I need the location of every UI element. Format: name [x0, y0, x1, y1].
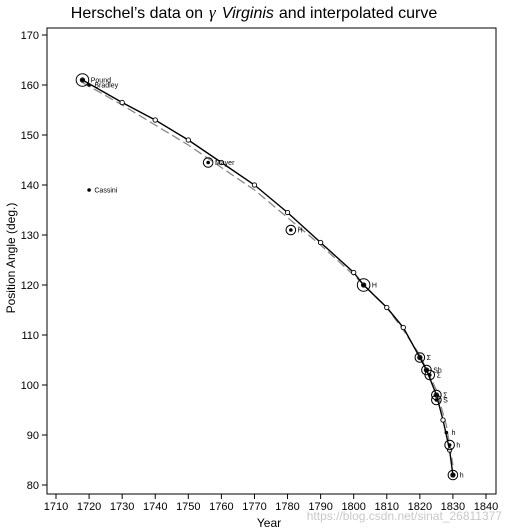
curve-marker	[218, 159, 225, 166]
curve-marker	[400, 324, 406, 331]
x-tick-label: 1770	[242, 501, 266, 513]
observation-point: Pound	[75, 73, 111, 87]
observation-label: Sh	[433, 368, 442, 375]
observation-ring	[444, 439, 455, 451]
observation-label: Σ	[437, 373, 442, 380]
observation-label: Bradley	[94, 83, 118, 90]
observation-label: Σ	[427, 355, 432, 362]
x-tick-label: 1760	[209, 501, 233, 513]
x-axis: 1710 1720 1730 1740 1750 1760 1770 1780 1790 1800…	[44, 494, 498, 513]
observation-label: h	[456, 443, 460, 450]
fitted-curve-solid	[82, 79, 454, 476]
observation-ring	[414, 352, 426, 363]
observation-dot	[87, 188, 91, 192]
observation-dot	[444, 430, 449, 435]
y-tick-label: 140	[21, 180, 39, 192]
y-tick-label: 100	[21, 380, 39, 392]
observation-dot	[206, 160, 210, 165]
observation-ring	[424, 369, 436, 381]
y-tick-label: 150	[21, 130, 39, 142]
observation-point: h	[447, 469, 464, 481]
x-tick-label: 1790	[308, 501, 332, 513]
y-tick-label: 170	[21, 30, 39, 42]
curve-marker	[251, 182, 258, 188]
observation-dot	[434, 398, 439, 402]
observation-label: Mayer	[215, 160, 235, 167]
observation-point: Mayer	[202, 157, 235, 168]
x-tick-label: 1710	[44, 501, 68, 513]
observation-label: Cassini	[94, 188, 117, 195]
observation-label: h	[452, 430, 456, 437]
y-tick-label: 90	[27, 430, 39, 442]
x-tick-label: 1830	[441, 501, 465, 513]
x-tick-label: 1800	[341, 501, 365, 513]
chart-title: Herschel’s data on γ Virginis and interpola…	[71, 3, 438, 22]
observation-point: H	[285, 224, 303, 236]
observation-label: S	[443, 398, 448, 405]
observation-dot	[451, 473, 455, 477]
curve-marker	[119, 99, 125, 106]
observation-label: Σ	[443, 393, 448, 400]
y-tick-label: 160	[21, 80, 39, 92]
x-tick-label: 1810	[375, 501, 399, 513]
watermark: https://blog.csdn.net/sinat_26811377	[307, 509, 503, 523]
y-tick-label: 80	[27, 480, 39, 492]
curve-marker	[152, 117, 158, 123]
observation-dot	[418, 355, 422, 360]
observation-label: H	[298, 228, 303, 235]
observation-ring	[356, 278, 371, 292]
curve-marker	[185, 137, 191, 143]
curve-marker	[317, 239, 324, 246]
y-tick-label: 130	[21, 230, 39, 242]
x-tick-label: 1730	[110, 501, 134, 513]
y-tick-label: 120	[21, 280, 39, 292]
curve-marker	[440, 417, 446, 423]
interpolated-curve-dashed	[82, 81, 454, 466]
observation-point: h	[444, 439, 460, 451]
x-tick-label: 1740	[143, 501, 167, 513]
observation-label: h	[460, 473, 464, 480]
observation-point: Bradley	[87, 83, 119, 90]
y-axis: 80 90 100 110 120 130 140 150 160 170	[21, 30, 47, 492]
curve-marker	[284, 209, 291, 216]
x-tick-label: 1820	[408, 501, 432, 513]
observation-ring	[75, 73, 90, 87]
observation-dot	[361, 283, 366, 287]
y-tick-label: 110	[21, 330, 39, 342]
observation-label: H	[372, 283, 377, 290]
observation-ring	[202, 157, 214, 168]
observation-dot	[427, 373, 432, 377]
observation-ring	[285, 224, 297, 236]
observation-point: S	[431, 394, 448, 406]
observation-dot	[80, 78, 85, 82]
observation-dot	[447, 443, 452, 447]
observation-label: Pound	[91, 78, 111, 85]
curve-marker	[384, 304, 390, 311]
x-tick-label: 1780	[275, 501, 299, 513]
observation-point: h	[444, 430, 456, 437]
x-tick-label: 1720	[77, 501, 101, 513]
observation-point: Σ	[414, 352, 432, 363]
observation-point: H	[356, 278, 377, 292]
observation-ring	[431, 394, 442, 406]
observation-ring	[447, 469, 459, 481]
observation-point: Σ	[424, 369, 442, 381]
plot-frame	[46, 27, 497, 495]
x-tick-label: 1840	[474, 501, 498, 513]
observation-point: Cassini	[87, 188, 118, 195]
x-tick-label: 1750	[176, 501, 200, 513]
observation-dot	[87, 83, 91, 87]
y-axis-title: Position Angle (deg.)	[4, 203, 18, 314]
series-layer	[79, 77, 456, 478]
x-axis-title: Year	[257, 516, 281, 530]
curve-marker	[351, 269, 357, 276]
observation-dot	[289, 228, 293, 232]
